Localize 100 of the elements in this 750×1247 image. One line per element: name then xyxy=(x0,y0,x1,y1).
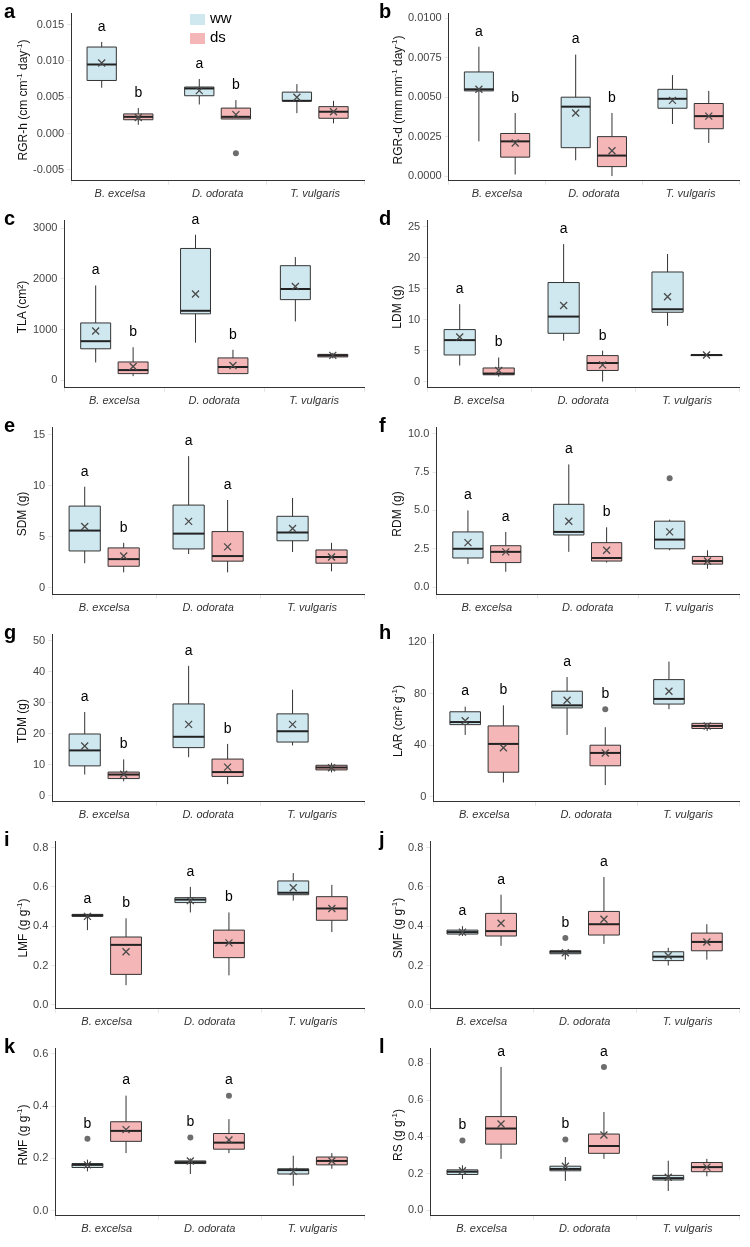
y-tick-label: 0.0 xyxy=(407,1203,424,1216)
y-tick-label: 0.6 xyxy=(32,1046,49,1059)
y-tick-label: 0.4 xyxy=(407,1129,424,1142)
y-tick-label: 0.0050 xyxy=(407,90,442,103)
y-tick-label: 25 xyxy=(407,219,421,232)
annotation: a xyxy=(497,1042,506,1059)
y-tick-label: 0 xyxy=(39,580,46,593)
annotation: b xyxy=(601,685,610,702)
annotation: b xyxy=(598,326,607,343)
x-tick-label: B. excelsa xyxy=(81,1222,133,1235)
y-tick-label: 0.0 xyxy=(414,580,430,593)
y-tick-label: 40 xyxy=(414,738,427,751)
y-tick-label: 10 xyxy=(32,757,46,770)
y-tick-label: 0.8 xyxy=(32,840,49,853)
y-axis-title: SDM (g) xyxy=(15,491,29,537)
annotation: a xyxy=(80,462,89,479)
y-tick-label: 0.2 xyxy=(32,958,49,971)
annotation: b xyxy=(223,719,232,736)
y-axis-title: LDM (g) xyxy=(390,285,404,329)
y-tick-label: 1000 xyxy=(32,322,58,335)
y-tick-label: 2.5 xyxy=(414,541,430,554)
annotation: a xyxy=(184,641,193,658)
y-tick-label: 0.8 xyxy=(407,840,424,853)
y-tick-label: 0.000 xyxy=(36,126,65,139)
annotation: a xyxy=(80,687,89,704)
annotation: a xyxy=(191,210,200,227)
y-tick-label: 0.0 xyxy=(32,997,49,1010)
annotation: b xyxy=(561,913,570,930)
annotation: a xyxy=(223,475,232,492)
x-tick-label: B. excelsa xyxy=(456,1222,508,1235)
chart-title: l xyxy=(379,1035,385,1058)
chart-title: b xyxy=(379,0,392,23)
annotation: a xyxy=(455,280,464,297)
y-tick-label: 0.015 xyxy=(36,17,65,30)
y-axis-title: RDM (g) xyxy=(390,491,404,537)
annotation: b xyxy=(511,88,520,105)
annotation: a xyxy=(571,30,580,47)
annotation: a xyxy=(474,22,483,39)
y-tick-label: 0.010 xyxy=(36,53,65,66)
annotation: b xyxy=(186,1113,195,1130)
annotation: a xyxy=(97,17,106,34)
chart-title: h xyxy=(379,621,392,644)
chart-title: j xyxy=(379,828,385,851)
annotation: a xyxy=(225,1071,234,1088)
annotation: b xyxy=(134,83,143,100)
annotation: b xyxy=(608,88,617,105)
annotation: a xyxy=(91,261,100,278)
y-tick-label: 0.6 xyxy=(32,879,49,892)
x-tick-label: B. excelsa xyxy=(458,808,510,821)
x-tick-label: T. vulgaris xyxy=(662,1015,713,1028)
chart-title: a xyxy=(4,0,16,23)
x-tick-label: T. vulgaris xyxy=(287,601,338,614)
x-tick-label: D. odorata xyxy=(188,394,240,407)
x-tick-label: T. vulgaris xyxy=(287,1015,338,1028)
x-tick-label: T. vulgaris xyxy=(287,808,338,821)
x-tick-label: D. odorata xyxy=(558,1222,611,1235)
y-tick-label: 5 xyxy=(39,529,46,542)
y-tick-label: 0.4 xyxy=(32,1099,49,1112)
y-tick-label: 0.0000 xyxy=(407,169,442,182)
annotation: b xyxy=(122,894,131,911)
x-tick-label: D. odorata xyxy=(182,601,234,614)
y-tick-label: 40 xyxy=(32,664,46,677)
legend-label: ww xyxy=(210,9,232,26)
x-tick-label: B. excelsa xyxy=(78,808,130,821)
y-tick-label: 0 xyxy=(39,788,46,801)
y-tick-label: 0.0025 xyxy=(407,129,442,142)
y-tick-label: 0 xyxy=(51,373,58,386)
y-tick-label: 120 xyxy=(407,635,427,648)
x-tick-label: D. odorata xyxy=(183,1222,236,1235)
y-tick-label: 0.4 xyxy=(407,919,424,932)
annotation: b xyxy=(561,1115,570,1132)
y-tick-label: 10 xyxy=(407,312,421,325)
annotation: a xyxy=(184,432,193,449)
annotation: b xyxy=(129,323,138,340)
y-tick-label: 50 xyxy=(32,633,46,646)
y-tick-label: 0.8 xyxy=(407,1056,424,1069)
annotation: b xyxy=(602,503,611,520)
annotation: b xyxy=(225,888,234,905)
annotation: a xyxy=(461,682,470,699)
x-tick-label: D. odorata xyxy=(182,808,234,821)
x-tick-label: T. vulgaris xyxy=(663,601,714,614)
y-tick-label: 2000 xyxy=(32,271,58,284)
y-tick-label: 30 xyxy=(32,695,46,708)
annotation: a xyxy=(122,1071,131,1088)
x-tick-label: B. excelsa xyxy=(78,601,130,614)
annotation: a xyxy=(501,507,510,524)
y-tick-label: 0.0075 xyxy=(407,50,442,63)
annotation: b xyxy=(119,518,128,535)
y-tick-label: 20 xyxy=(32,726,46,739)
y-tick-label: 80 xyxy=(414,686,427,699)
y-tick-label: 15 xyxy=(407,281,421,294)
y-tick-label: -0.005 xyxy=(32,162,65,175)
annotation: b xyxy=(458,1116,467,1133)
annotation: a xyxy=(497,870,506,887)
legend-label: ds xyxy=(210,28,226,45)
x-tick-label: T. vulgaris xyxy=(287,1222,338,1235)
chart-title: d xyxy=(379,207,392,230)
y-axis-title: TLA (cm²) xyxy=(15,280,29,334)
y-tick-label: 3000 xyxy=(32,221,58,234)
y-tick-label: 15 xyxy=(32,427,46,440)
